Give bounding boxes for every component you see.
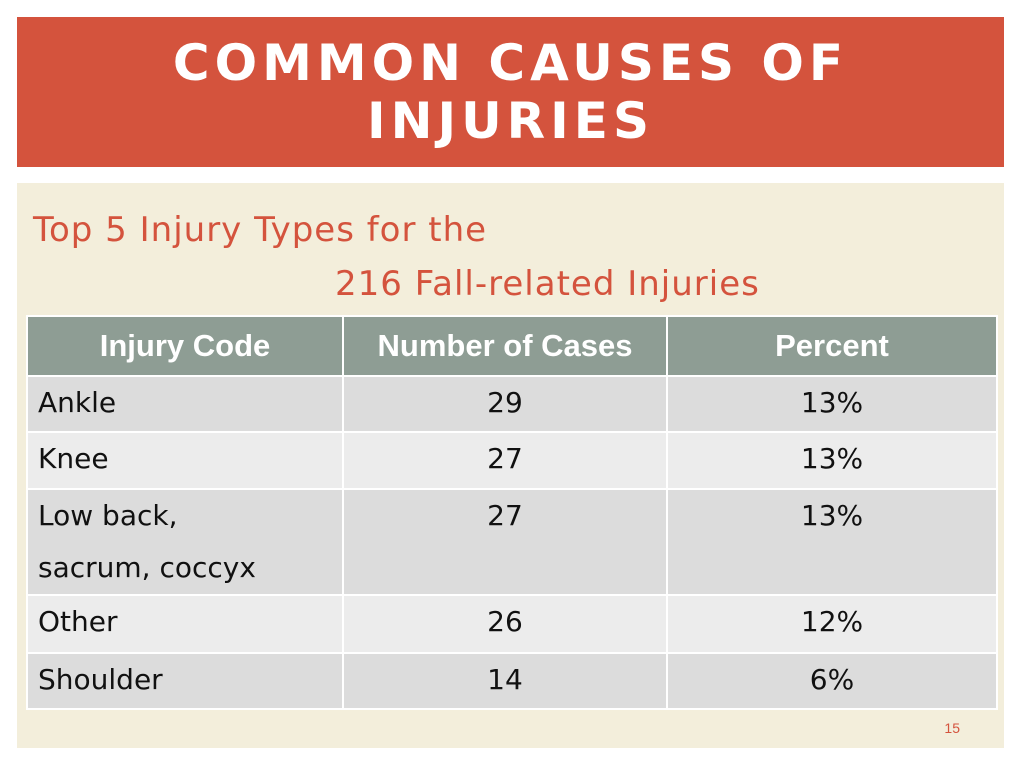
cell-cases: 26	[342, 594, 668, 654]
page-number: 15	[944, 720, 960, 736]
cell-cases: 27	[342, 488, 668, 596]
cell-cases: 29	[342, 375, 668, 433]
table-row: Ankle 29 13%	[26, 375, 998, 433]
table-row: Shoulder 14 6%	[26, 652, 998, 710]
cell-injury-code: Other	[26, 594, 344, 654]
caption-line-1: Top 5 Injury Types for the	[33, 210, 488, 250]
table-header-row: Injury Code Number of Cases Percent	[26, 315, 998, 377]
table-row: Knee 27 13%	[26, 431, 998, 490]
cell-cases: 27	[342, 431, 668, 490]
cell-percent: 13%	[666, 375, 998, 433]
cell-injury-code: Shoulder	[26, 652, 344, 710]
content-area: Top 5 Injury Types for the 216 Fall-rela…	[17, 183, 1004, 748]
cell-injury-code: Knee	[26, 431, 344, 490]
header-percent: Percent	[666, 315, 998, 377]
table-row: Other 26 12%	[26, 594, 998, 654]
cell-percent: 13%	[666, 431, 998, 490]
caption-line-2: 216 Fall-related Injuries	[335, 264, 760, 304]
cell-percent: 12%	[666, 594, 998, 654]
header-number-of-cases: Number of Cases	[342, 315, 668, 377]
cell-cases: 14	[342, 652, 668, 710]
table-caption: Top 5 Injury Types for the 216 Fall-rela…	[33, 203, 760, 311]
title-bar: COMMON CAUSES OF INJURIES	[17, 17, 1004, 167]
slide-title: COMMON CAUSES OF INJURIES	[172, 34, 849, 150]
cell-percent: 13%	[666, 488, 998, 596]
injury-table: Injury Code Number of Cases Percent Ankl…	[26, 315, 998, 710]
cell-percent: 6%	[666, 652, 998, 710]
cell-injury-code: Ankle	[26, 375, 344, 433]
table-row: Low back, sacrum, coccyx 27 13%	[26, 488, 998, 596]
cell-injury-code: Low back, sacrum, coccyx	[26, 488, 344, 596]
header-injury-code: Injury Code	[26, 315, 344, 377]
